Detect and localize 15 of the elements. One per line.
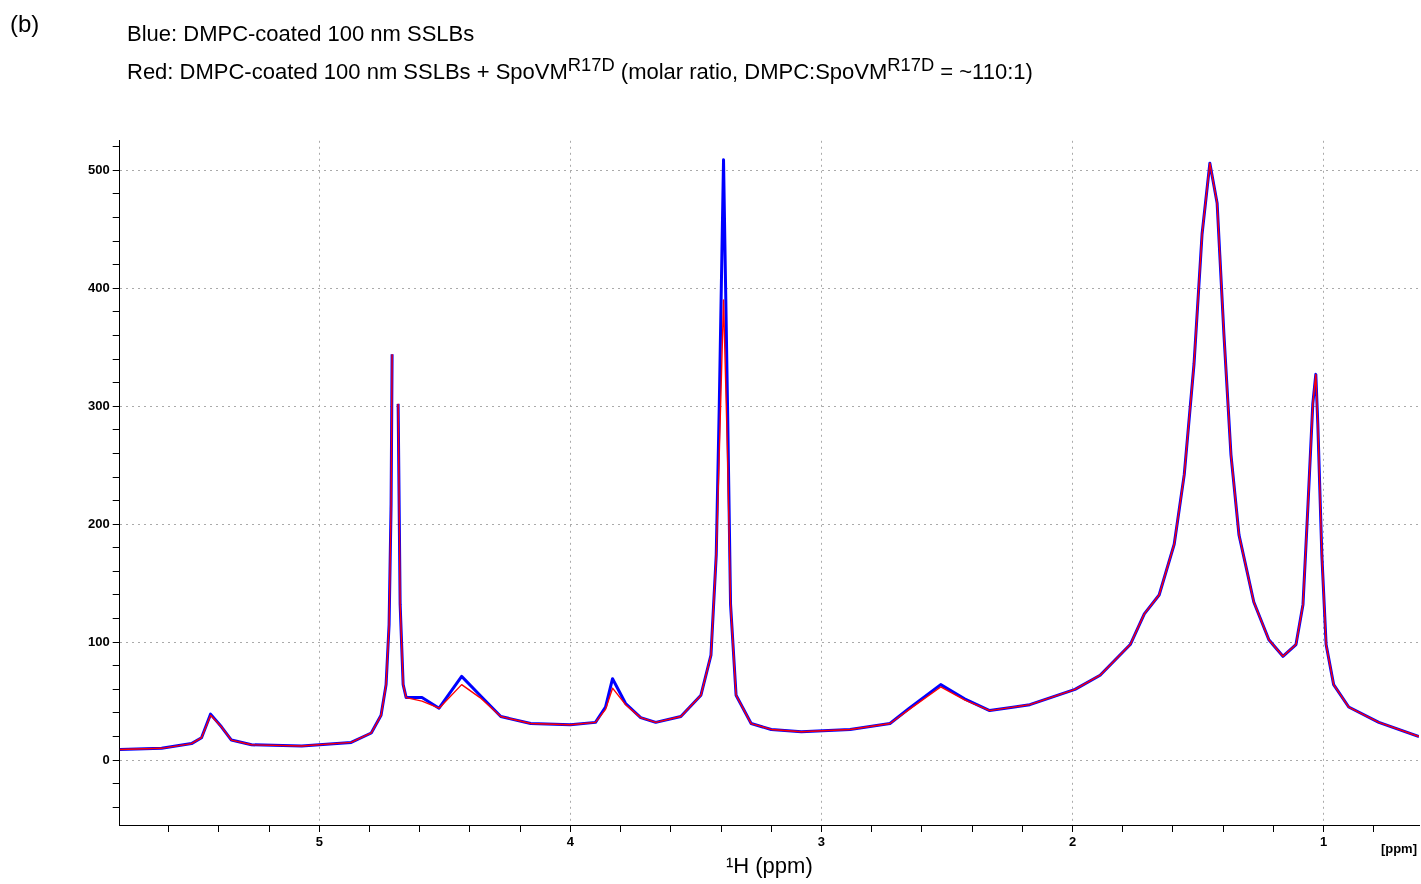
x-tick-label: 2 [1068, 834, 1077, 850]
text: [ppm] [1380, 841, 1417, 857]
x-tick-label: 4 [566, 834, 575, 850]
chart-title: (b) [10, 10, 40, 38]
x-axis-title: ¹H (ppm) [725, 852, 813, 878]
x-tick-label: 3 [817, 834, 826, 850]
x-tick-label: 5 [315, 834, 323, 850]
y-tick-label: 100 [87, 633, 110, 649]
y-tick-label: 300 [87, 397, 110, 413]
y-tick-label: 0 [102, 751, 110, 767]
y-tick-label: 200 [87, 515, 110, 531]
chart-subtitle: Blue: DMPC-coated 100 nm SSLBs Red: DMPC-coated 100 nm SSLBs + SpoVM$^{R17D}$ (molar ratio, DMPC:SpoVM$^{R17D}$ = ~110:1) [127, 20, 1033, 87]
y-tick-label: 500 [87, 161, 110, 177]
y-tick-label: 400 [87, 279, 110, 295]
x-tick-label: 1 [1319, 834, 1328, 850]
